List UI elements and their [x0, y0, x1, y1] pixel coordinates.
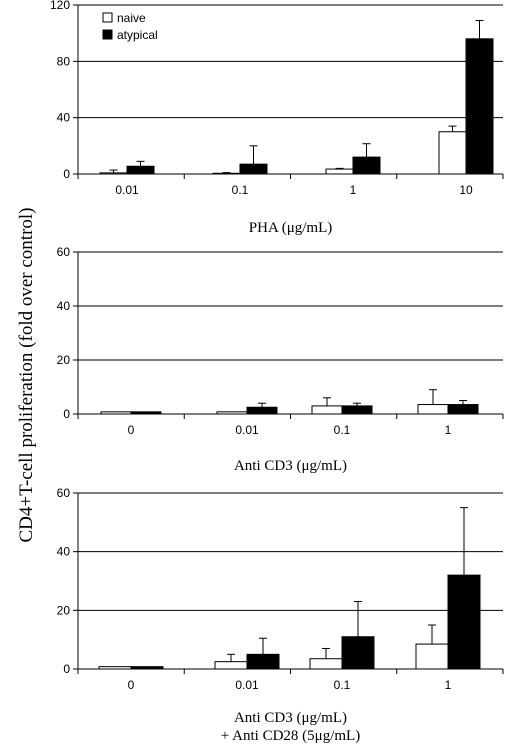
- y-axis-title: CD4+T-cell proliferation (fold over cont…: [16, 207, 37, 542]
- bar-naive: [99, 172, 128, 175]
- y-tick-label: 40: [57, 111, 71, 125]
- legend-swatch-atypical: [102, 29, 113, 40]
- y-tick-label: 60: [57, 486, 71, 500]
- x-tick-label: 1: [445, 423, 452, 437]
- x-tick-label: 0: [128, 678, 135, 692]
- bar-atypical: [447, 574, 481, 670]
- bar-atypical: [239, 163, 268, 175]
- bar-atypical: [246, 653, 280, 670]
- y-tick-label: 120: [50, 0, 70, 12]
- bar-naive: [216, 411, 248, 415]
- chart-panel-2: 0 20 40 60 0 0.01 0.1 1 Anti CD3 (μg/mL): [57, 245, 504, 474]
- bar-atypical: [130, 411, 162, 415]
- y-tick-label: 80: [57, 54, 71, 68]
- bar-naive: [98, 666, 132, 670]
- bar-atypical: [341, 405, 373, 415]
- legend-swatch-naive: [102, 12, 113, 23]
- bar-naive: [100, 411, 132, 415]
- x-tick-label: 0.1: [334, 678, 351, 692]
- y-tick-label: 0: [63, 407, 70, 421]
- x-tick-label: 10: [459, 183, 473, 197]
- bar-naive: [417, 404, 449, 415]
- legend: naive atypical: [102, 11, 158, 42]
- x-tick-label: 1: [445, 678, 452, 692]
- x-tick-label: 0.1: [232, 183, 249, 197]
- x-axis-title: + Anti CD28 (5μg/mL): [221, 728, 360, 744]
- legend-label-naive: naive: [117, 11, 146, 25]
- bar-atypical: [126, 165, 155, 175]
- chart-panel-1: 0 40 80 120 0.01 0.1 1 10 PHA (μg/mL) naive atypic…: [50, 0, 504, 236]
- x-tick-label: 0.01: [235, 678, 259, 692]
- bar-naive: [214, 661, 248, 670]
- x-axis-title: Anti CD3 (μg/mL): [234, 458, 347, 474]
- bar-naive: [325, 168, 354, 175]
- x-tick-label: 0.01: [115, 183, 139, 197]
- bar-atypical: [130, 666, 164, 670]
- y-tick-label: 0: [63, 167, 70, 181]
- x-tick-label: 0: [128, 423, 135, 437]
- x-tick-label: 0.01: [235, 423, 259, 437]
- y-tick-label: 0: [63, 662, 70, 676]
- bar-naive: [311, 405, 343, 415]
- y-tick-label: 20: [57, 603, 71, 617]
- bar-naive: [438, 131, 467, 175]
- y-tick-label: 60: [57, 245, 71, 259]
- bar-atypical: [465, 38, 494, 175]
- bar-naive: [309, 658, 343, 670]
- x-tick-label: 1: [350, 183, 357, 197]
- y-tick-label: 40: [57, 299, 71, 313]
- x-axis-title: PHA (μg/mL): [249, 220, 332, 236]
- bar-atypical: [341, 636, 375, 670]
- bar-atypical: [246, 406, 278, 415]
- bar-atypical: [447, 404, 479, 415]
- bar-atypical: [352, 156, 381, 175]
- bar-naive: [212, 172, 241, 175]
- x-axis-title: Anti CD3 (μg/mL): [234, 710, 347, 726]
- chart-panel-3: 0 20 40 60 0 0.01 0.1 1 Anti CD3 (μg/mL) + Anti C…: [57, 486, 504, 744]
- legend-label-atypical: atypical: [117, 28, 158, 42]
- bar-naive: [415, 643, 449, 670]
- x-tick-label: 0.1: [334, 423, 351, 437]
- y-tick-label: 40: [57, 545, 71, 559]
- y-tick-label: 20: [57, 353, 71, 367]
